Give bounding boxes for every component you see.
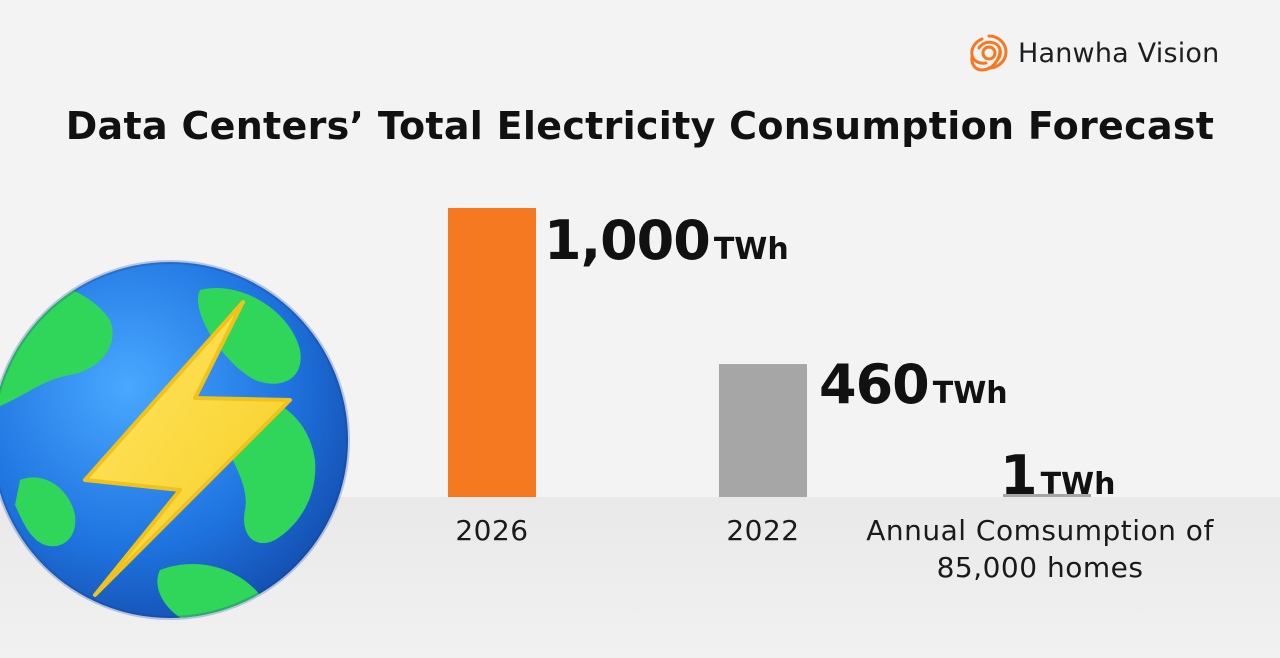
bar-0 (448, 208, 536, 497)
value-unit: TWh (932, 376, 1008, 411)
category-label-0: 2026 (455, 514, 529, 547)
value-label-0: 1,000 TWh (544, 214, 789, 268)
value-unit: TWh (1040, 467, 1116, 502)
category-label-2: Annual Comsumption of 85,000 homes (866, 514, 1214, 584)
value-number: 1,000 (544, 209, 711, 272)
value-unit: TWh (713, 232, 789, 267)
value-label-2: 1 TWh (1000, 449, 1116, 503)
value-label-1: 460 TWh (819, 358, 1008, 412)
value-number: 460 (819, 353, 930, 416)
category-label-1: 2022 (726, 514, 800, 547)
bar-1 (719, 364, 807, 497)
bar-2 (1003, 494, 1091, 497)
chart-title: Data Centers’ Total Electricity Consumpt… (65, 104, 1215, 148)
hanwha-logo-icon (970, 34, 1008, 72)
brand-name: Hanwha Vision (1018, 37, 1220, 69)
brand-logo: Hanwha Vision (966, 30, 1219, 76)
globe-lightning-icon (0, 260, 350, 620)
value-number: 1 (1000, 444, 1038, 507)
